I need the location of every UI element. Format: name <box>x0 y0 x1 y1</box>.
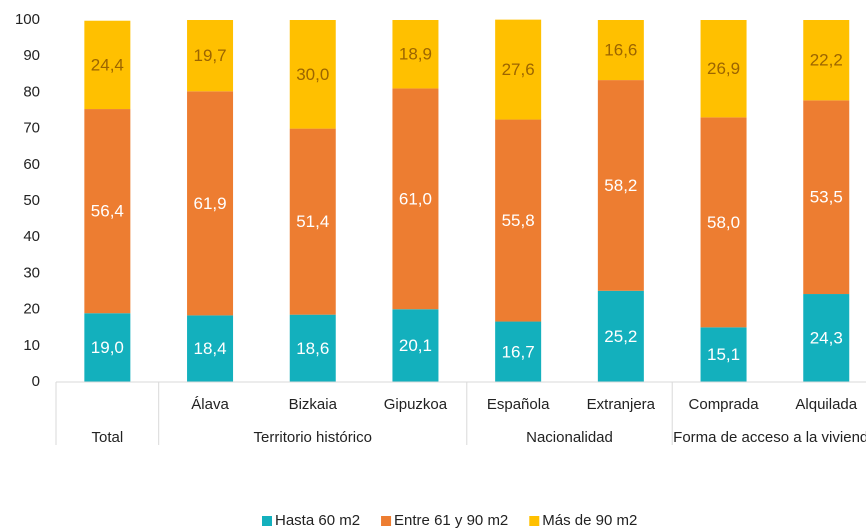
bar-segment <box>700 117 747 328</box>
value-label: 19,7 <box>194 46 227 65</box>
value-label: 30,0 <box>296 65 329 84</box>
x-tick-label: Comprada <box>689 396 760 413</box>
value-label: 27,6 <box>502 60 535 79</box>
bar-segment <box>289 20 336 129</box>
group-label: Forma de acceso a la vivienda <box>673 429 866 446</box>
value-label: 58,2 <box>604 176 637 195</box>
bar-segment <box>803 100 850 295</box>
y-tick-label: 60 <box>23 156 40 173</box>
value-label: 15,1 <box>707 345 740 364</box>
legend-swatch <box>529 516 540 526</box>
value-label: 18,6 <box>296 339 329 358</box>
bar-segment <box>700 20 747 118</box>
value-label: 58,0 <box>707 213 740 232</box>
value-label: 22,2 <box>810 51 843 70</box>
legend-label: Entre 61 y 90 m2 <box>394 512 508 529</box>
bar-segment <box>597 80 644 291</box>
x-tick-label: Extranjera <box>587 396 656 413</box>
bar-segment <box>803 20 850 101</box>
bar-segment <box>597 290 644 382</box>
y-tick-label: 100 <box>15 11 40 28</box>
y-tick-label: 30 <box>23 264 40 281</box>
y-tick-label: 10 <box>23 337 40 354</box>
bar-segment <box>187 91 234 316</box>
bar-segment <box>392 309 439 382</box>
legend-swatch <box>262 516 272 526</box>
x-tick-label: Alquilada <box>795 396 857 413</box>
y-tick-label: 0 <box>32 373 40 390</box>
value-label: 61,0 <box>399 189 432 208</box>
value-label: 53,5 <box>810 188 843 207</box>
value-label: 24,4 <box>91 55 124 74</box>
bar-segment <box>84 109 131 314</box>
value-label: 16,7 <box>502 342 535 361</box>
value-label: 19,0 <box>91 338 124 357</box>
value-label: 56,4 <box>91 202 124 221</box>
value-label: 55,8 <box>502 211 535 230</box>
bar-segment <box>84 20 131 110</box>
value-label: 16,6 <box>604 41 637 60</box>
x-tick-label: Gipuzkoa <box>384 396 448 413</box>
x-tick-label: Álava <box>191 396 229 413</box>
bar-segment <box>392 20 439 89</box>
value-label: 20,1 <box>399 336 432 355</box>
bar-segment <box>392 88 439 310</box>
value-label: 51,4 <box>296 212 329 231</box>
group-label: Nacionalidad <box>526 429 613 446</box>
value-label: 26,9 <box>707 59 740 78</box>
y-tick-label: 20 <box>23 301 40 318</box>
y-tick-label: 90 <box>23 47 40 64</box>
value-label: 25,2 <box>604 327 637 346</box>
y-tick-label: 40 <box>23 228 40 245</box>
bar-segment <box>597 20 644 81</box>
bar-segment <box>289 128 336 315</box>
legend-label: Hasta 60 m2 <box>275 512 360 529</box>
value-label: 18,4 <box>194 339 227 358</box>
x-tick-label: Bizkaia <box>289 396 338 413</box>
y-tick-label: 80 <box>23 83 40 100</box>
bar-segment <box>495 19 542 120</box>
x-tick-label: Española <box>487 396 550 413</box>
bar-segment <box>289 314 336 382</box>
y-tick-label: 70 <box>23 120 40 137</box>
group-label: Territorio histórico <box>253 429 372 446</box>
bar-segment <box>495 321 542 382</box>
bar-segment <box>187 20 234 92</box>
legend-swatch <box>381 516 392 526</box>
bar-segment <box>495 119 542 322</box>
bar-segment <box>700 327 747 382</box>
legend-label: Más de 90 m2 <box>542 512 637 529</box>
value-label: 24,3 <box>810 329 843 348</box>
value-label: 18,9 <box>399 45 432 64</box>
y-tick-label: 50 <box>23 192 40 209</box>
bar-segment <box>84 313 131 382</box>
bar-segment <box>187 315 234 382</box>
group-label: Total <box>91 429 124 446</box>
value-label: 61,9 <box>194 194 227 213</box>
bar-segment <box>803 294 850 382</box>
